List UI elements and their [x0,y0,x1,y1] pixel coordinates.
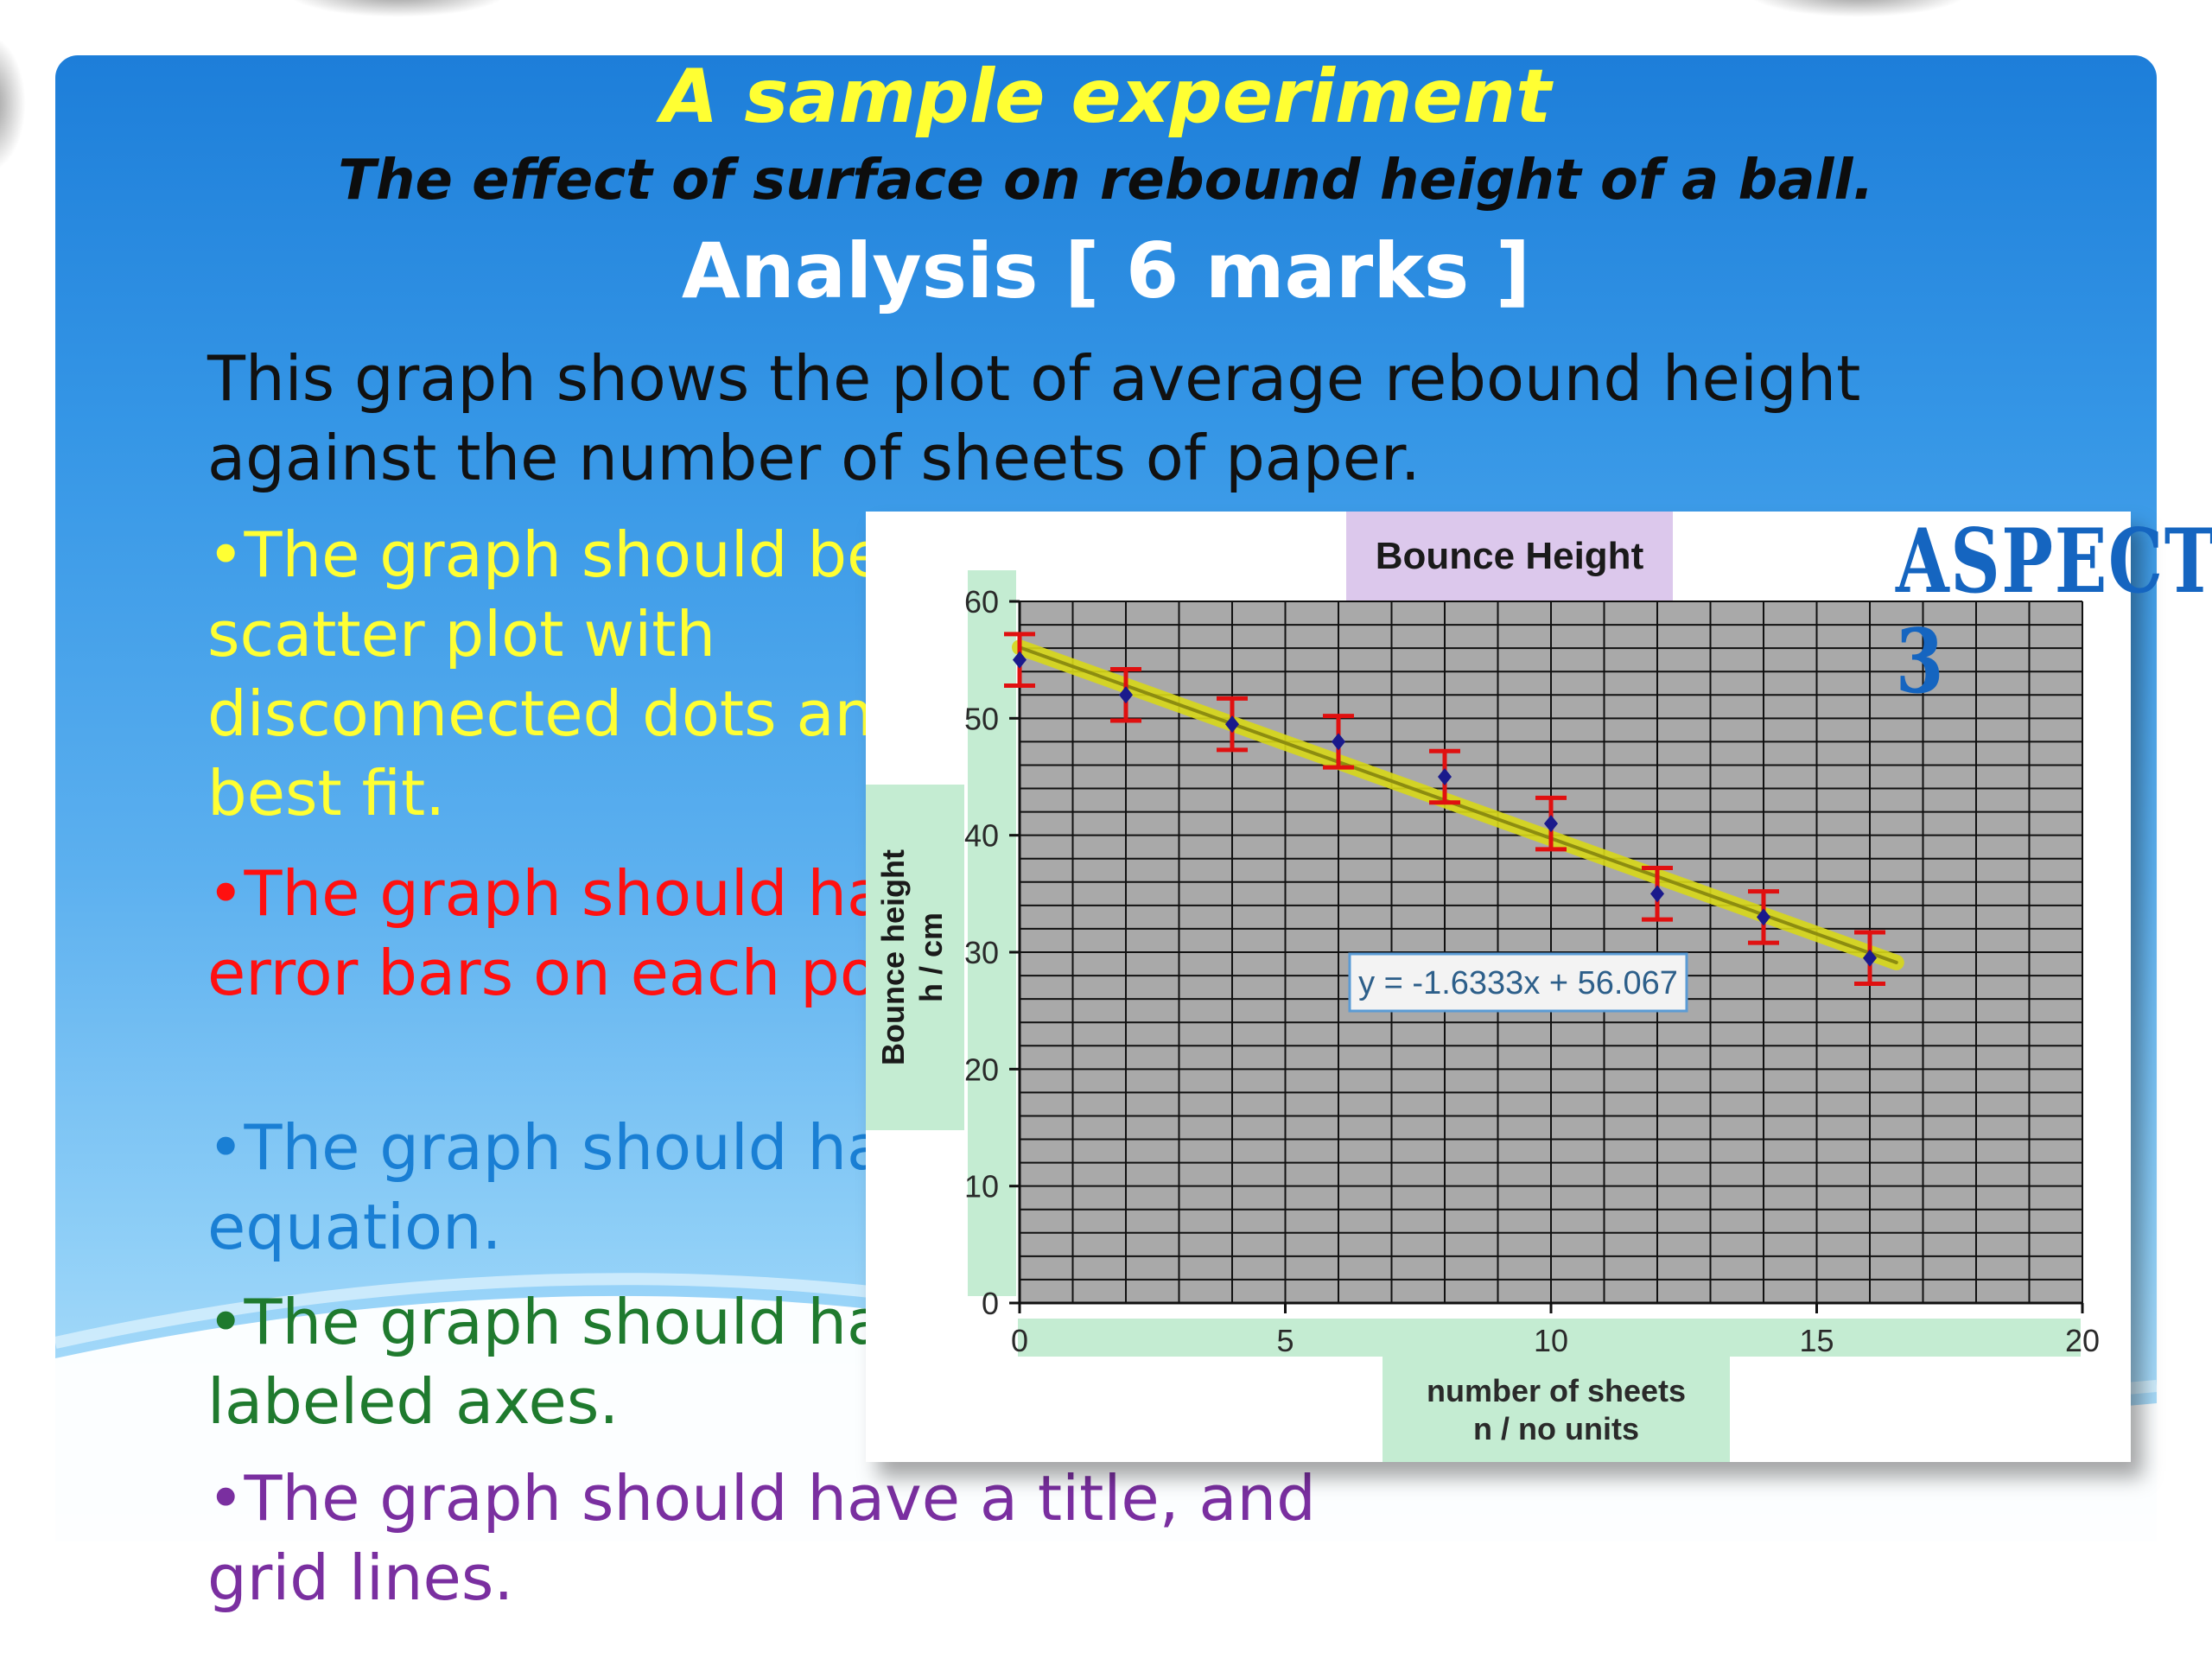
y-axis-label-bg [866,785,964,1130]
y-tick-label: 0 [982,1286,999,1321]
chart-card: Bounce Height 0 10 20 30 40 50 60 0 5 10 15 20 y =… [866,512,2212,1462]
equation-label-box [1348,952,1688,1013]
data-point [1332,733,1345,751]
section-heading: Analysis [ 6 marks ] [681,226,1531,315]
data-points [1013,651,1877,967]
y-tick-label: 30 [964,935,999,970]
edge-shadow [285,0,510,17]
y-tick-label-bg [968,570,1016,1296]
chart-title-bg [1346,512,1673,601]
x-tick-labels: 0 5 10 15 20 [1011,1303,2100,1358]
y-axis-label-line2: h / cm [913,912,949,1002]
x-tick-label: 20 [2065,1323,2100,1358]
x-tick-label: 0 [1011,1323,1028,1358]
x-tick-label-bg [1018,1319,2081,1357]
data-point [1650,885,1664,903]
bullet-labeled-axes: •The graph should have labeled axes. [207,1286,960,1438]
x-axis-label-line2: n / no units [1473,1411,1639,1446]
data-point [1863,949,1877,967]
x-tick-label: 10 [1534,1323,1568,1358]
edge-shadow [1745,0,1970,17]
bounce-height-chart: Bounce Height 0 10 20 30 40 50 60 0 5 10 15 20 y =… [866,512,2100,1462]
data-point [1544,815,1558,833]
slide-subtitle: The effect of surface on rebound height … [338,149,1874,213]
slide-title: A sample experiment [660,54,1552,140]
bullet-scatter-plot: •The graph should be a scatter plot with… [207,518,971,830]
y-tick-label: 50 [964,701,999,736]
equation-label: y = -1.6333x + 56.067 [1358,965,1678,1001]
data-point [1757,908,1770,926]
y-axis-label-line1: Bounce height [875,849,911,1065]
vertical-gridlines [1071,601,2083,1303]
intro-text: This graph shows the plot of average reb… [207,342,1861,494]
x-tick-label: 5 [1276,1323,1294,1358]
aspect-label: ASPECT 3 [1896,510,2212,714]
y-tick-label: 60 [964,584,999,620]
data-point [1225,715,1239,734]
data-point [1119,686,1133,704]
y-tick-label: 10 [964,1169,999,1205]
y-tick-labels: 0 10 20 30 40 50 60 [964,584,1020,1321]
trendline-core [1018,645,1898,964]
bullet-error-bars: •The graph should have error bars on eac… [207,857,979,1009]
chart-title: Bounce Height [1376,535,1644,577]
y-tick-label: 20 [964,1052,999,1087]
data-point [1438,768,1452,785]
x-tick-label: 15 [1799,1323,1834,1358]
x-axis-label-bg [1382,1357,1730,1462]
x-axis-label-line1: number of sheets [1427,1373,1686,1408]
data-point [1013,651,1027,669]
y-tick-label: 40 [964,818,999,854]
bullet-title-gridlines: •The graph should have a title, and grid… [207,1462,1316,1614]
